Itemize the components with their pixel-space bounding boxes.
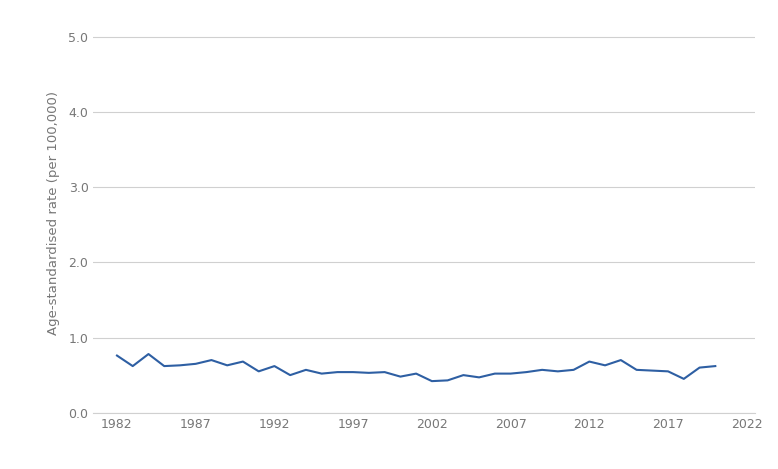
Y-axis label: Age-standardised rate (per 100,000): Age-standardised rate (per 100,000)	[47, 91, 60, 335]
